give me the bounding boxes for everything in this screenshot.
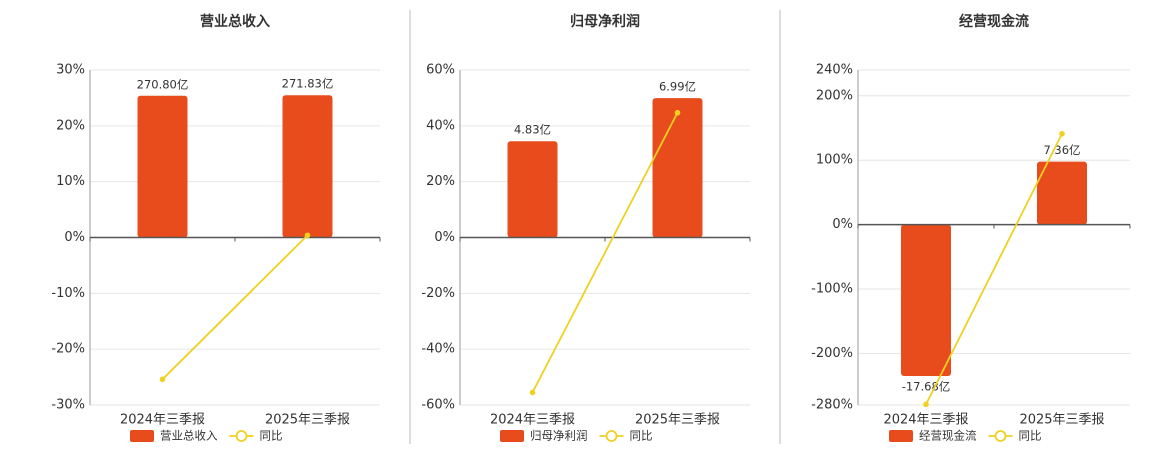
value-label: -17.68亿 [902,380,951,394]
line-point [529,389,536,396]
value-label: 271.83亿 [282,77,334,91]
y-tick-label: 0% [832,217,853,232]
line-point [674,109,681,116]
y-tick-label: -20% [421,286,455,301]
line-point [923,401,929,408]
y-tick-label: 0% [64,230,85,245]
y-tick-label: -100% [811,282,853,297]
legend-swatch [235,430,248,442]
y-tick-label: 40% [426,118,455,133]
y-tick-label: 240% [816,63,853,78]
bar [282,95,333,238]
chart-title: 归母净利润 [570,13,640,30]
legend-label: 营业总收入 [160,429,218,443]
y-tick-label: -10% [51,286,85,301]
value-label: 6.99亿 [659,80,696,94]
y-tick-label: -60% [421,398,455,413]
legend-swatch [605,430,618,442]
y-tick-label: 20% [426,174,455,189]
x-tick-label: 2025年三季报 [265,413,350,428]
x-tick-label: 2024年三季报 [883,413,968,428]
line [161,234,309,380]
legend-label: 经营现金流 [919,429,977,443]
y-tick-label: -20% [51,342,85,357]
line-point [304,232,311,239]
y-tick-label: 30% [56,63,85,78]
bar [652,98,703,238]
y-tick-label: -40% [421,342,455,357]
line-point [159,376,166,383]
y-tick-label: -280% [811,398,853,413]
line-point [1059,130,1065,137]
legend-label: 同比 [1019,429,1042,443]
x-tick-label: 2025年三季报 [1019,413,1104,428]
legend-swatch [500,430,524,442]
y-tick-label: 20% [56,118,85,133]
line [925,133,1063,405]
y-tick-label: -200% [811,346,853,361]
x-tick-label: 2024年三季报 [490,413,575,428]
value-label: 4.83亿 [514,123,551,137]
x-tick-label: 2024年三季报 [120,413,205,428]
chart-title: 经营现金流 [959,13,1029,30]
line [531,112,679,393]
legend-swatch [130,430,154,442]
y-tick-label: 60% [426,63,455,78]
legend-swatch [889,430,913,442]
legend-label: 同比 [630,429,653,443]
legend-label: 归母净利润 [530,429,588,443]
y-tick-label: 200% [816,88,853,103]
bar [901,224,951,377]
bar [137,95,188,238]
legend-label: 同比 [260,429,283,443]
bar [507,141,558,238]
y-tick-label: 100% [816,153,853,168]
value-label: 7.36亿 [1043,143,1080,157]
y-tick-label: -30% [51,398,85,413]
y-tick-label: 10% [56,174,85,189]
y-tick-label: 0% [434,230,455,245]
legend-swatch [994,430,1007,442]
bar [1037,161,1087,225]
value-label: 270.80亿 [137,77,189,91]
chart-title: 营业总收入 [200,13,270,30]
x-tick-label: 2025年三季报 [635,413,720,428]
